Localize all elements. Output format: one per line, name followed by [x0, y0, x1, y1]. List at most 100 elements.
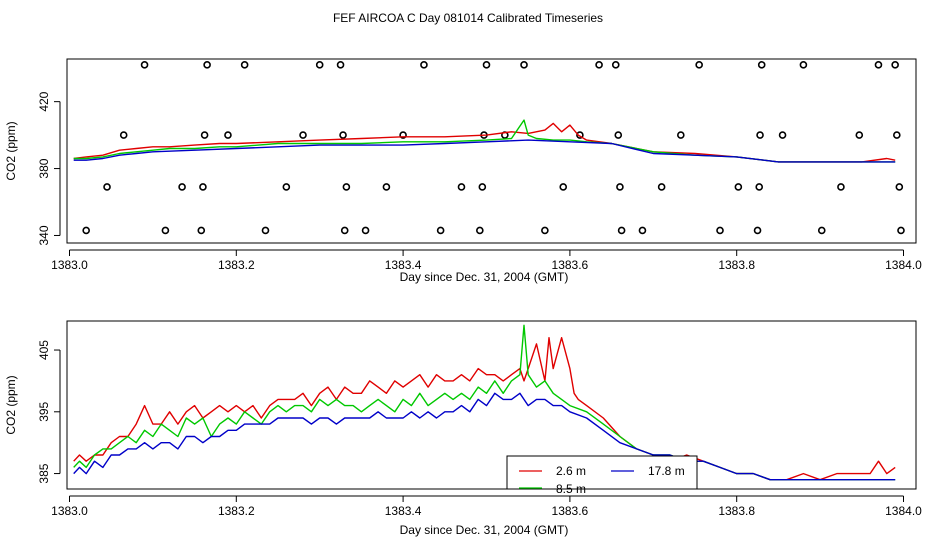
data-marker-circle — [799, 61, 808, 69]
x-tick-label: 1383.2 — [218, 504, 255, 518]
data-marker-circle — [161, 226, 170, 235]
y-axis-label-bottom: CO2 (ppm) — [4, 375, 18, 434]
y-axis-top: 340 380 420 — [37, 91, 61, 245]
legend: 2.6 m 17.8 m 8.5 m — [506, 455, 698, 496]
x-axis-bottom: 1383.0 1383.2 1383.4 1383.6 1383.8 1384.0 — [51, 495, 922, 518]
data-marker-circle — [315, 61, 324, 69]
data-marker-circle — [817, 226, 826, 235]
x-axis-top: 1383.0 1383.2 1383.4 1383.6 1383.8 1384.0 — [51, 249, 922, 272]
x-tick-label: 1384.0 — [885, 504, 922, 518]
x-tick-label: 1383.6 — [552, 504, 589, 518]
data-marker-circle — [178, 183, 186, 191]
x-tick-label: 1383.6 — [552, 258, 589, 272]
series-line-8-5-m — [73, 324, 896, 481]
y-tick-label: 385 — [37, 463, 51, 483]
x-axis-label-bottom: Day since Dec. 31, 2004 (GMT) — [400, 523, 569, 537]
legend-label-3: 8.5 m — [556, 482, 586, 496]
data-marker-circle — [382, 183, 391, 191]
data-marker-circle — [638, 226, 647, 235]
series-line-2-6-m — [73, 337, 896, 481]
y-tick-label: 340 — [37, 225, 51, 245]
data-marker-circle — [436, 226, 445, 235]
data-marker-circle — [336, 61, 345, 69]
data-marker-circle — [340, 226, 349, 235]
data-marker-circle — [891, 61, 899, 69]
series-line-2-6-m — [73, 122, 896, 163]
y-tick-label: 405 — [37, 340, 51, 360]
data-marker-circle — [299, 131, 307, 139]
data-marker-circle — [893, 131, 901, 139]
data-marker-circle — [695, 61, 703, 69]
data-marker-circle — [240, 61, 249, 69]
data-marker-circle — [200, 131, 209, 139]
data-marker-circle — [595, 61, 603, 69]
x-tick-label: 1383.8 — [718, 258, 755, 272]
data-marker-circle — [224, 131, 232, 139]
data-marker-circle — [753, 226, 762, 235]
data-marker-circle — [197, 226, 206, 235]
data-marker-circle — [657, 183, 666, 191]
x-tick-label: 1383.8 — [718, 504, 755, 518]
data-marker-circle — [837, 183, 845, 191]
data-marker-circle — [617, 226, 626, 235]
panel-bottom: 1383.0 1383.2 1383.4 1383.6 1383.8 1384.0 385… — [4, 320, 922, 537]
legend-box — [506, 455, 698, 490]
data-marker-circle — [476, 226, 484, 235]
data-marker-circle — [261, 226, 270, 235]
data-marker-circle — [342, 183, 351, 191]
data-marker-circle — [482, 61, 491, 69]
data-marker-circle — [199, 183, 207, 191]
plot-frame-bottom — [66, 320, 917, 490]
series-group-top — [73, 119, 896, 163]
data-marker-circle — [140, 61, 149, 69]
data-marker-circle — [614, 131, 623, 139]
x-tick-label: 1383.4 — [385, 258, 422, 272]
data-marker-circle — [339, 131, 347, 139]
data-marker-circle — [874, 61, 883, 69]
data-marker-circle — [457, 183, 466, 191]
x-tick-label: 1383.4 — [385, 504, 422, 518]
data-marker-circle — [541, 226, 549, 235]
y-tick-label: 380 — [37, 158, 51, 178]
x-tick-label: 1384.0 — [885, 258, 922, 272]
figure-title: FEF AIRCOA C Day 081014 Calibrated Times… — [333, 11, 603, 25]
data-marker-circle — [361, 226, 370, 235]
panel-top: 1383.0 1383.2 1383.4 1383.6 1383.8 1384.0 340… — [4, 58, 922, 284]
x-tick-label: 1383.2 — [218, 258, 255, 272]
data-marker-circle — [778, 131, 787, 139]
data-marker-circle — [755, 183, 764, 191]
data-marker-circle — [203, 61, 211, 69]
data-marker-circle — [716, 226, 724, 235]
series-line-17-8-m — [73, 139, 896, 163]
data-marker-circle — [855, 131, 864, 139]
x-axis-label-top: Day since Dec. 31, 2004 (GMT) — [400, 270, 569, 284]
data-marker-circle — [897, 226, 905, 235]
data-marker-circle — [576, 131, 584, 139]
plot-frame-top — [66, 58, 917, 244]
data-marker-circle — [677, 131, 685, 139]
series-group-bottom — [73, 324, 896, 481]
data-marker-circle — [103, 183, 111, 191]
data-marker-circle — [520, 61, 528, 69]
data-marker-circle — [756, 131, 764, 139]
y-axis-bottom: 385 395 405 — [37, 340, 61, 484]
data-marker-circle — [757, 61, 766, 69]
y-axis-label-top: CO2 (ppm) — [4, 121, 18, 180]
series-line-8-5-m — [73, 119, 896, 163]
data-marker-circle — [119, 131, 128, 139]
y-tick-label: 420 — [37, 91, 51, 111]
data-marker-circle — [559, 183, 568, 191]
data-marker-circle — [420, 61, 428, 69]
data-marker-circle — [895, 183, 904, 191]
y-tick-label: 395 — [37, 401, 51, 421]
x-tick-label: 1383.0 — [51, 258, 88, 272]
x-tick-label: 1383.0 — [51, 504, 88, 518]
data-marker-circle — [282, 183, 291, 191]
data-marker-circle — [616, 183, 624, 191]
data-marker-circle — [478, 183, 487, 191]
series-line-17-8-m — [73, 392, 896, 481]
data-marker-circle — [82, 226, 90, 235]
legend-label-2: 17.8 m — [648, 464, 685, 478]
data-marker-circle — [399, 131, 407, 139]
